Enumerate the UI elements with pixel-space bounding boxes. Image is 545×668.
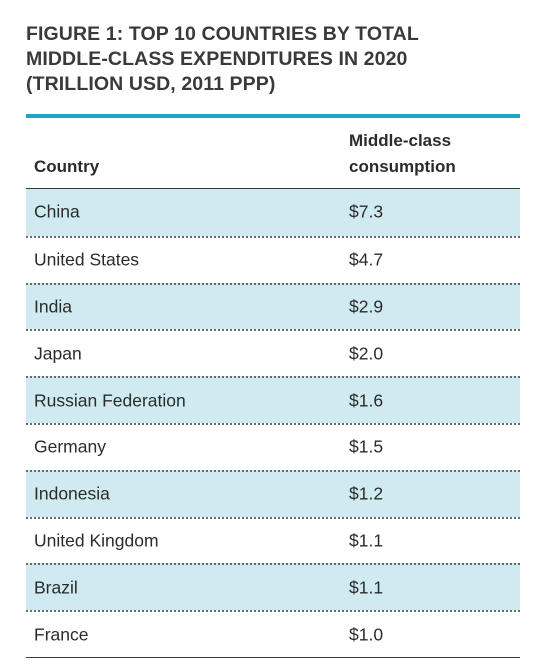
table-row: France $1.0 [26,610,520,657]
table-row: Germany $1.5 [26,422,520,470]
table-header-row: Country Middle-class consumption [26,118,520,189]
country-cell: United States [34,249,140,270]
header-country: Country [34,157,100,176]
figure-title-line: (TRILLION USD, 2011 PPP) [26,73,276,95]
country-cell: Indonesia [34,483,110,504]
consumption-cell: $1.6 [349,390,384,411]
consumption-cell: $1.0 [349,624,384,645]
table-row: Brazil $1.1 [26,563,520,611]
country-cell: United Kingdom [34,530,159,551]
table-row: United States $4.7 [26,235,520,283]
table-row: Russian Federation $1.6 [26,376,520,423]
title-accent-rule [26,114,520,118]
consumption-cell: $1.1 [349,577,384,598]
country-cell: France [34,624,89,645]
country-cell: India [34,296,72,317]
country-cell: Brazil [34,577,78,598]
consumption-cell: $1.5 [349,436,384,457]
consumption-cell: $2.0 [349,343,384,364]
header-consumption-line: Middle-class [349,131,452,150]
consumption-cell: $1.1 [349,530,384,551]
country-cell: Germany [34,436,106,457]
consumption-cell: $7.3 [349,201,384,222]
consumption-table: Country Middle-class consumption China $7… [26,118,520,658]
table-row: Japan $2.0 [26,329,520,376]
header-consumption-line: consumption [349,157,456,176]
table-row: India $2.9 [26,282,520,330]
country-cell: Russian Federation [34,390,186,411]
consumption-cell: $4.7 [349,249,384,270]
consumption-cell: $1.2 [349,483,384,504]
table-body: China $7.3 United States $4.7 India $2.9 Japan… [26,189,520,657]
table-row: Indonesia $1.2 [26,469,520,517]
table-row: China $7.3 [26,189,520,236]
header-consumption: Middle-class consumption [349,128,509,180]
country-cell: China [34,201,80,222]
figure-title-line: MIDDLE-CLASS EXPENDITURES IN 2020 [26,48,408,70]
consumption-cell: $2.9 [349,296,384,317]
country-cell: Japan [34,343,82,364]
figure-title: FIGURE 1: TOP 10 COUNTRIES BY TOTAL MIDD… [26,22,526,97]
table-row: United Kingdom $1.1 [26,516,520,564]
table-bottom-rule [26,656,520,658]
figure-title-line: FIGURE 1: TOP 10 COUNTRIES BY TOTAL [26,23,419,45]
